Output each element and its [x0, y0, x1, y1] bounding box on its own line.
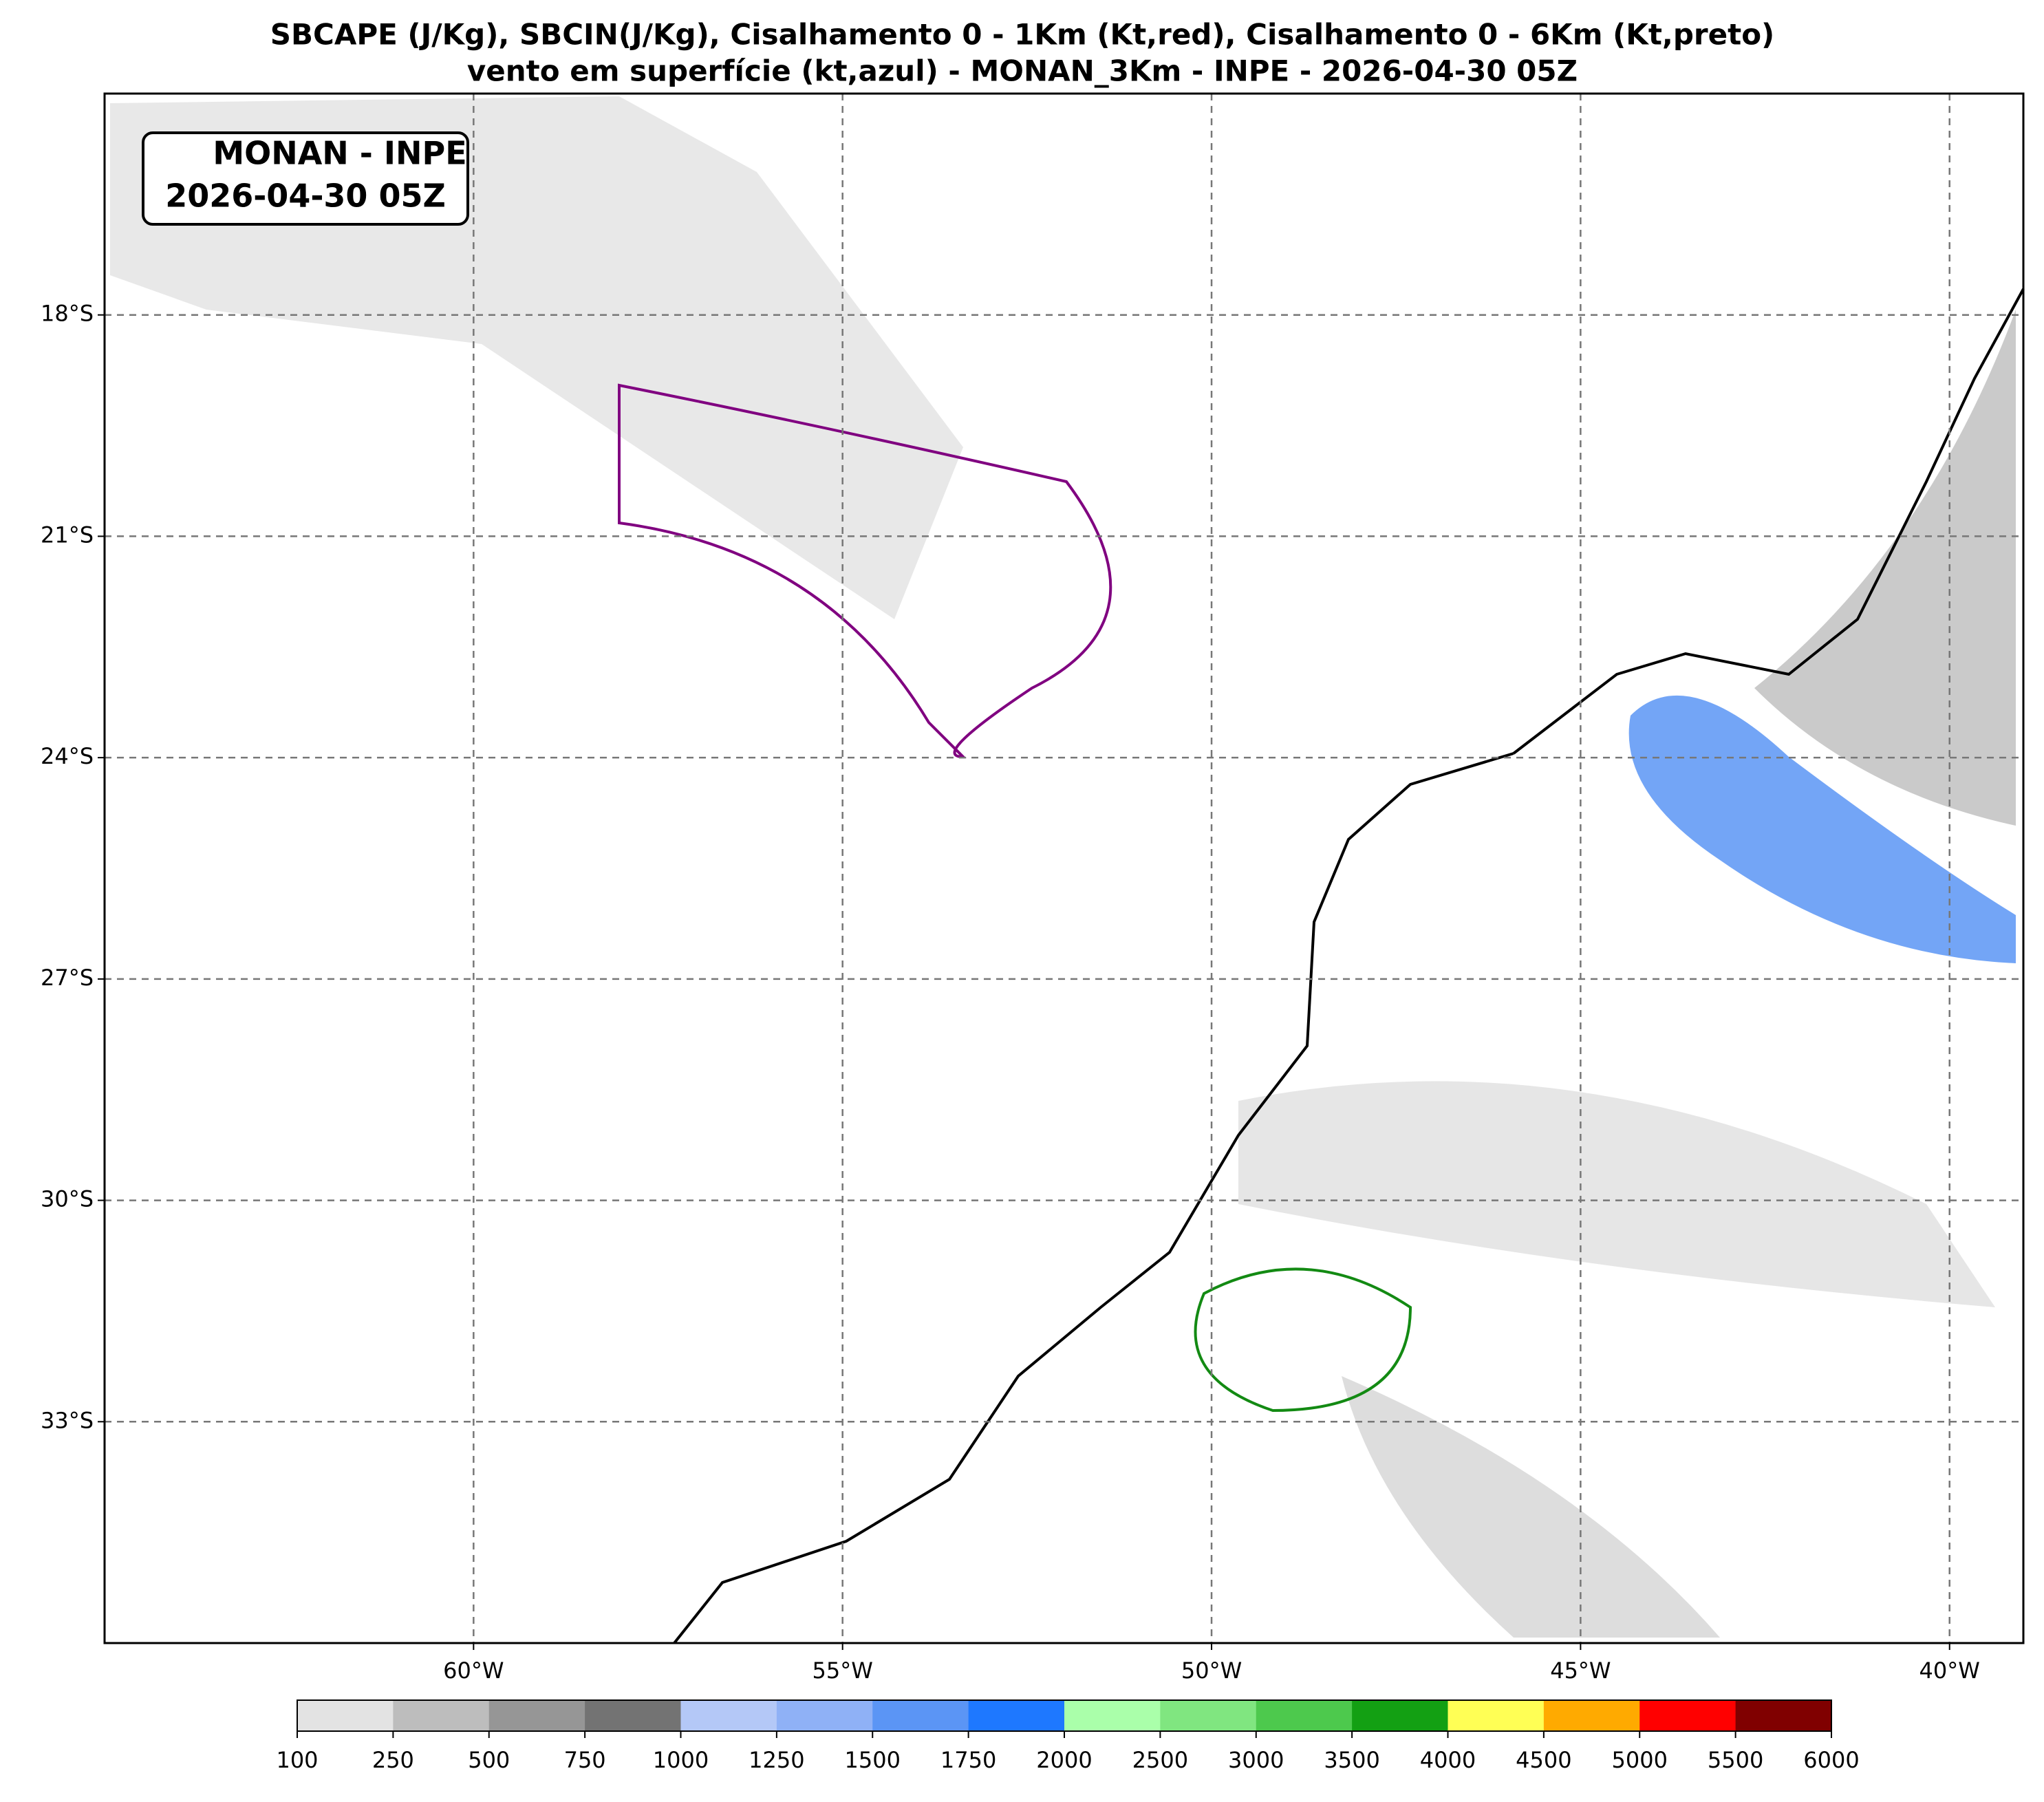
annotation-line: 2026-04-30 05Z [165, 178, 446, 215]
colorbar-segment [1160, 1700, 1257, 1731]
annotation-box: MONAN - INPE 2026-04-30 05Z [142, 131, 469, 226]
colorbar-label: 2500 [1132, 1747, 1188, 1773]
coastline [673, 752, 1514, 1644]
colorbar-segment [1639, 1700, 1736, 1731]
colorbar-segment [297, 1700, 394, 1731]
lon-tick-label: 50°W [1181, 1658, 1242, 1684]
colorbar-segment [1352, 1700, 1448, 1731]
colorbar-segment [872, 1700, 969, 1731]
colorbar-label: 4000 [1420, 1747, 1476, 1773]
colorbar-segment [1448, 1700, 1545, 1731]
colorbar-segment [1256, 1700, 1353, 1731]
colorbar-label: 4500 [1516, 1747, 1571, 1773]
contour [1194, 1267, 1412, 1413]
colorbar-label: 1000 [653, 1747, 709, 1773]
colorbar-label: 750 [564, 1747, 606, 1773]
map-background [105, 94, 2023, 1643]
lat-tick-label: 27°S [41, 965, 94, 991]
colorbar-label: 3000 [1228, 1747, 1284, 1773]
colorbar-label: 250 [372, 1747, 414, 1773]
map [103, 92, 2025, 1644]
colorbar-label: 1750 [940, 1747, 996, 1773]
shading [110, 96, 963, 619]
lon-tick-label: 60°W [443, 1658, 504, 1684]
lat-tick-label: 21°S [41, 522, 94, 548]
lon-tick-label: 55°W [813, 1658, 873, 1684]
colorbar-segment [1735, 1700, 1832, 1731]
colorbar-label: 1250 [749, 1747, 804, 1773]
colorbar-segment [393, 1700, 490, 1731]
colorbar-segment [585, 1700, 681, 1731]
lat-tick-label: 18°S [41, 301, 94, 327]
colorbar-segment [488, 1700, 585, 1731]
lon-tick-label: 45°W [1550, 1658, 1611, 1684]
annotation-frame [142, 131, 469, 226]
colorbar-segment [680, 1700, 777, 1731]
contour [618, 383, 1112, 759]
annotation-line: MONAN - INPE [213, 135, 466, 172]
title-line: SBCAPE (J/Kg), SBCIN(J/Kg), Cisalhamento… [270, 18, 1775, 52]
colorbar-segment [968, 1700, 1065, 1731]
colorbar-segment [1543, 1700, 1640, 1731]
colorbar-segment [1064, 1700, 1161, 1731]
colorbar-label: 5500 [1708, 1747, 1763, 1773]
map-frame [103, 92, 2025, 1644]
colorbar-label: 500 [468, 1747, 510, 1773]
shading [1628, 695, 2016, 963]
colorbar-label: 3500 [1324, 1747, 1379, 1773]
colorbar-label: 2000 [1036, 1747, 1092, 1773]
colorbar: 100 250 500 750 1000 1250 1500 1750 2000 2500 3000… [276, 1699, 1860, 1773]
colorbar-label: 6000 [1803, 1747, 1859, 1773]
colorbar-label: 1500 [845, 1747, 901, 1773]
title-line: vento em superfície (kt,azul) - MONAN_3K… [467, 54, 1578, 88]
coastline [1512, 288, 2025, 755]
colorbar-label: 100 [276, 1747, 318, 1773]
lat-tick-label: 24°S [41, 743, 94, 769]
shading [1238, 1081, 1995, 1307]
lat-tick-label: 33°S [41, 1407, 94, 1433]
shading [1754, 310, 2016, 826]
shading [1342, 1376, 1720, 1638]
colorbar-label: 5000 [1612, 1747, 1668, 1773]
colorbar-segment [776, 1700, 873, 1731]
lat-tick-label: 30°S [41, 1186, 94, 1212]
lon-tick-label: 40°W [1919, 1658, 1980, 1684]
